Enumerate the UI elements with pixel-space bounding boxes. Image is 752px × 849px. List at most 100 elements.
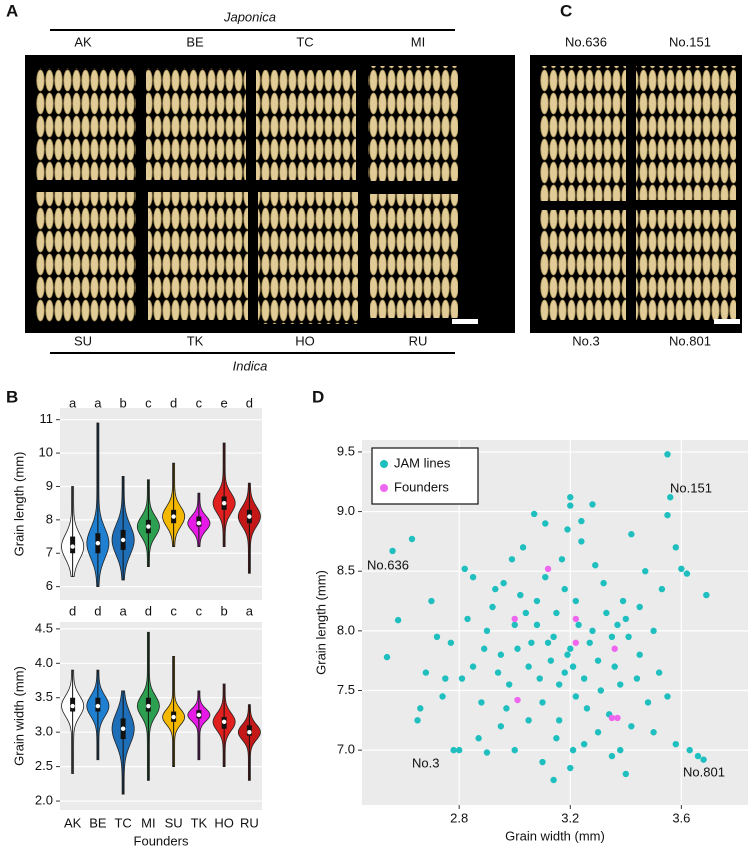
point [544, 565, 552, 573]
line-label: No.801 [669, 333, 711, 348]
point [408, 535, 416, 543]
median [95, 541, 101, 546]
y-tick-label: 8.0 [337, 622, 355, 637]
significance-letter: c [145, 395, 152, 410]
panel-label: C [560, 1, 572, 20]
point [489, 603, 496, 611]
point [578, 517, 585, 525]
median [120, 537, 126, 543]
point [622, 770, 630, 778]
y-tick-label: 6 [46, 578, 53, 593]
point [511, 621, 518, 629]
point [636, 603, 643, 611]
point [417, 705, 424, 712]
point [428, 597, 435, 605]
point [525, 717, 532, 724]
y-tick-label: 8.5 [337, 563, 355, 578]
significance-letter: a [246, 603, 254, 618]
point [533, 621, 541, 629]
significance-letter: d [246, 395, 253, 410]
significance-letter: b [120, 395, 127, 410]
y-tick-label: 8 [46, 511, 53, 526]
point [533, 597, 541, 605]
median [95, 703, 101, 709]
point [564, 651, 571, 658]
line-label: No.3 [572, 333, 599, 348]
point [519, 544, 527, 551]
point [539, 758, 546, 766]
point [650, 729, 657, 736]
point [561, 669, 568, 676]
point [517, 591, 524, 599]
median [171, 714, 176, 720]
y-tick-label: 2.0 [35, 792, 53, 807]
annotation: No.636 [367, 557, 409, 572]
significance-letter: d [170, 395, 177, 410]
group-label: Japonica [223, 9, 276, 24]
point [494, 669, 502, 676]
y-tick-label: 11 [40, 411, 54, 426]
point [475, 735, 482, 742]
point [542, 573, 549, 581]
point [511, 615, 518, 623]
point [555, 681, 563, 688]
founder-label: AK [74, 34, 92, 49]
point [555, 717, 563, 724]
point [464, 615, 471, 623]
point [500, 579, 507, 587]
point [592, 562, 599, 569]
point [458, 675, 466, 682]
point [567, 494, 574, 501]
x-axis-label: Founders [134, 833, 189, 848]
point [542, 520, 549, 527]
y-axis-label: Grain length (mm) [313, 570, 328, 675]
significance-letter: a [120, 603, 128, 618]
point [547, 657, 555, 664]
point [603, 609, 610, 617]
y-tick-label: 10 [39, 445, 53, 460]
x-tick-label: AK [64, 815, 82, 830]
y-tick-label: 7.5 [337, 682, 355, 697]
point [700, 756, 707, 763]
legend-label: Founders [394, 479, 449, 494]
panel-label: D [312, 387, 324, 406]
point [650, 627, 657, 635]
x-tick-label: 3.6 [672, 810, 690, 825]
median [171, 514, 176, 519]
legend-label: JAM lines [394, 455, 451, 470]
point [594, 657, 602, 664]
point [580, 675, 588, 682]
point [625, 633, 632, 641]
point [558, 556, 566, 563]
point [636, 651, 643, 658]
significance-letter: e [221, 395, 228, 410]
x-tick-label: MI [141, 815, 155, 830]
median [247, 514, 252, 519]
significance-letter: c [196, 603, 203, 618]
x-tick-label: RU [240, 815, 259, 830]
grain-blocks [36, 66, 458, 324]
point [536, 675, 543, 682]
median [146, 703, 151, 709]
x-tick-label: BE [89, 815, 107, 830]
point [572, 639, 580, 646]
scale-bar [452, 319, 478, 324]
point [664, 451, 671, 458]
point [544, 639, 552, 646]
point [508, 556, 516, 563]
founder-label: RU [409, 333, 428, 348]
point [594, 729, 602, 736]
y-tick-label: 7.0 [337, 742, 355, 757]
point [608, 752, 616, 760]
point [589, 501, 596, 508]
legend-swatch [380, 484, 388, 492]
point [483, 749, 491, 756]
point [658, 585, 666, 593]
point [586, 639, 593, 646]
annotation: No.3 [412, 755, 439, 770]
x-axis-label: Grain width (mm) [505, 828, 605, 843]
point [600, 579, 607, 587]
y-axis-label: Grain width (mm) [11, 666, 26, 766]
x-tick-label: 2.8 [450, 810, 468, 825]
point [569, 663, 577, 670]
